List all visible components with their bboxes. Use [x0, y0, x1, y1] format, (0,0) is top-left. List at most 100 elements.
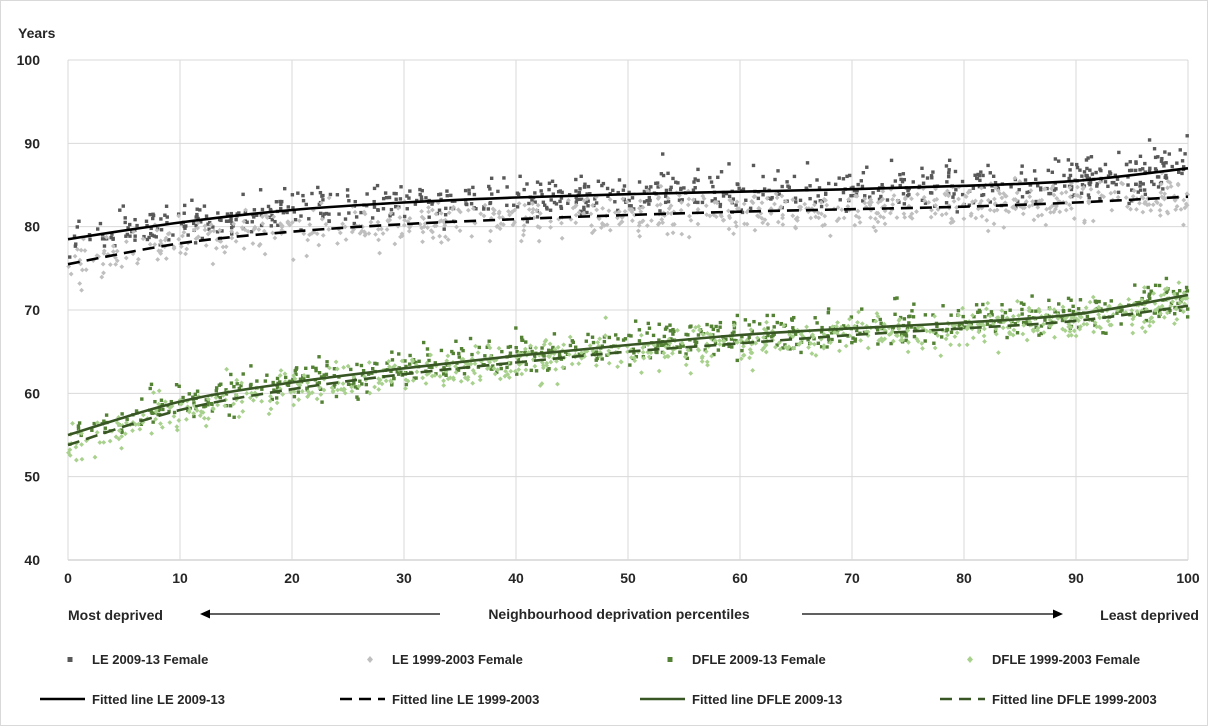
- data-point: [186, 233, 190, 237]
- data-point: [871, 319, 876, 323]
- data-point: [292, 376, 298, 382]
- data-point: [760, 347, 765, 353]
- data-point: [66, 450, 71, 456]
- data-point: [617, 221, 622, 227]
- data-point: [727, 162, 731, 166]
- data-point: [619, 219, 625, 225]
- data-point: [1125, 204, 1130, 210]
- data-point: [1173, 207, 1179, 212]
- data-point: [491, 207, 497, 213]
- data-point: [762, 217, 768, 223]
- data-point: [818, 199, 822, 203]
- data-point: [361, 368, 366, 373]
- data-point: [1066, 324, 1072, 330]
- data-point: [605, 186, 610, 191]
- data-point: [299, 214, 303, 218]
- data-point: [669, 337, 673, 341]
- data-point: [419, 214, 425, 220]
- data-point: [286, 205, 290, 209]
- data-point: [771, 333, 775, 338]
- data-point: [679, 231, 685, 237]
- data-point: [285, 210, 289, 215]
- data-point: [497, 226, 503, 232]
- data-point: [593, 197, 597, 201]
- data-point: [710, 199, 714, 203]
- data-point: [372, 199, 376, 204]
- data-point: [475, 350, 481, 356]
- data-point: [717, 338, 722, 344]
- data-point: [923, 313, 928, 317]
- data-point: [771, 313, 775, 318]
- data-point: [407, 196, 411, 200]
- data-point: [607, 335, 611, 340]
- data-point: [997, 191, 1003, 197]
- data-point: [183, 251, 188, 257]
- data-point: [582, 185, 587, 189]
- data-point: [705, 330, 710, 336]
- data-point: [551, 192, 556, 196]
- data-point: [1123, 309, 1129, 315]
- data-point: [419, 208, 425, 214]
- data-point: [72, 253, 78, 259]
- legend-label: LE 1999-2003 Female: [392, 652, 523, 667]
- data-point: [991, 221, 997, 227]
- data-point: [414, 376, 418, 380]
- data-point: [1147, 292, 1152, 296]
- data-point: [496, 345, 502, 351]
- data-point: [1032, 169, 1037, 173]
- data-point: [302, 376, 306, 380]
- data-point: [1170, 164, 1174, 169]
- data-point: [485, 342, 491, 348]
- data-point: [474, 207, 478, 211]
- data-point: [310, 207, 316, 213]
- data-point: [1138, 184, 1142, 188]
- data-point: [457, 351, 461, 356]
- data-point: [392, 363, 398, 369]
- data-point: [750, 329, 754, 333]
- data-point: [373, 361, 377, 366]
- data-point: [506, 209, 511, 214]
- data-point: [559, 235, 565, 241]
- data-point: [244, 390, 250, 396]
- data-point: [102, 419, 106, 423]
- data-point: [954, 330, 960, 336]
- data-point: [778, 204, 784, 210]
- data-point: [942, 191, 948, 197]
- data-point: [385, 361, 389, 365]
- data-point: [193, 241, 198, 245]
- data-point: [335, 193, 340, 197]
- data-point: [460, 356, 466, 362]
- data-point: [276, 223, 280, 228]
- data-point: [1104, 331, 1108, 335]
- data-point: [241, 192, 245, 197]
- data-point: [1019, 171, 1024, 175]
- data-point: [376, 208, 380, 212]
- data-point: [158, 238, 164, 244]
- data-point: [888, 331, 894, 337]
- data-point: [153, 399, 157, 404]
- data-point: [418, 192, 422, 197]
- data-point: [876, 328, 880, 332]
- data-point: [342, 224, 348, 230]
- data-point: [920, 346, 925, 351]
- data-point: [716, 328, 720, 333]
- data-point: [906, 340, 911, 345]
- data-point: [748, 206, 753, 211]
- data-point: [586, 204, 590, 208]
- data-point: [410, 358, 416, 364]
- data-point: [1062, 173, 1066, 178]
- data-point: [642, 200, 647, 204]
- data-point: [680, 198, 684, 202]
- data-point: [578, 187, 582, 191]
- data-point: [518, 238, 524, 244]
- data-point: [219, 382, 223, 386]
- data-point: [1039, 212, 1045, 218]
- data-point: [988, 200, 993, 204]
- data-point: [273, 219, 277, 224]
- data-point: [260, 207, 265, 212]
- data-point: [445, 376, 451, 382]
- data-point: [955, 210, 959, 214]
- legend-label: DFLE 2009-13 Female: [692, 652, 826, 667]
- data-point: [1082, 218, 1088, 224]
